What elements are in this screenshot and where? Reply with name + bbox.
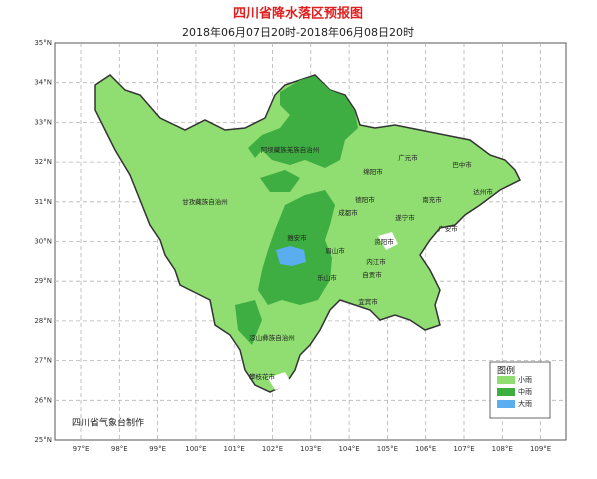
credit: 四川省气象台制作 <box>72 417 144 429</box>
moderate-rain-area <box>258 190 335 305</box>
place-label: 甘孜藏族自治州 <box>182 197 228 206</box>
moderate-rain-area <box>260 170 300 192</box>
place-label: 广安市 <box>438 224 458 233</box>
lon-label: 109°E <box>530 445 551 453</box>
lon-label: 106°E <box>415 445 436 453</box>
lat-label: 25°N <box>34 436 52 444</box>
lat-label: 28°N <box>34 317 52 325</box>
legend-label: 中雨 <box>518 387 532 396</box>
heavy-rain-area <box>276 246 306 266</box>
place-label: 巴中市 <box>452 160 472 169</box>
place-label: 达州市 <box>473 187 493 196</box>
moderate-rain-area <box>248 76 358 168</box>
place-label: 广元市 <box>398 153 418 162</box>
place-label: 雅安市 <box>287 233 307 242</box>
lon-label: 104°E <box>338 445 359 453</box>
place-label: 自贡市 <box>362 270 382 279</box>
lon-label: 98°E <box>111 445 128 453</box>
place-label: 攀枝花市 <box>249 372 276 381</box>
lat-label: 26°N <box>34 396 52 404</box>
place-label: 成都市 <box>338 208 358 217</box>
lon-label: 97°E <box>73 445 90 453</box>
subtitle: 2018年06月07日20时-2018年06月08日20时 <box>182 25 414 39</box>
place-label: 绵阳市 <box>363 167 383 176</box>
lon-label: 108°E <box>492 445 513 453</box>
title: 四川省降水落区预报图 <box>233 6 363 22</box>
lon-label: 102°E <box>262 445 283 453</box>
lat-label: 32°N <box>34 158 52 166</box>
no-rain-area <box>268 372 292 390</box>
lat-label: 29°N <box>34 277 52 285</box>
lat-label: 31°N <box>34 198 52 206</box>
lat-label: 33°N <box>34 118 52 126</box>
place-label: 德阳市 <box>355 195 375 204</box>
place-label: 资阳市 <box>374 237 394 246</box>
place-label: 乐山市 <box>317 273 337 282</box>
lat-label: 34°N <box>34 79 52 87</box>
legend-title: 图例 <box>497 365 515 377</box>
lon-label: 105°E <box>377 445 398 453</box>
legend-swatch <box>497 376 515 384</box>
legend-swatch <box>497 400 515 408</box>
lon-label: 99°E <box>149 445 166 453</box>
place-label: 遂宁市 <box>395 213 415 222</box>
legend-label: 大雨 <box>518 399 532 408</box>
lon-label: 101°E <box>224 445 245 453</box>
place-label: 南充市 <box>422 195 442 204</box>
place-label: 凉山彝族自治州 <box>249 333 295 342</box>
lon-label: 103°E <box>300 445 321 453</box>
place-label: 阿坝藏族羌族自治州 <box>261 145 320 154</box>
place-label: 宜宾市 <box>358 297 378 306</box>
legend-label: 小雨 <box>518 375 532 384</box>
place-label: 眉山市 <box>325 246 345 255</box>
lon-label: 100°E <box>185 445 206 453</box>
legend-swatch <box>497 388 515 396</box>
lat-label: 35°N <box>34 39 52 47</box>
lat-label: 27°N <box>34 357 52 365</box>
province <box>94 74 522 393</box>
place-label: 内江市 <box>366 257 386 266</box>
no-rain-area <box>378 232 398 250</box>
moderate-rain-area <box>235 300 262 345</box>
lon-label: 107°E <box>453 445 474 453</box>
lat-label: 30°N <box>34 238 52 246</box>
